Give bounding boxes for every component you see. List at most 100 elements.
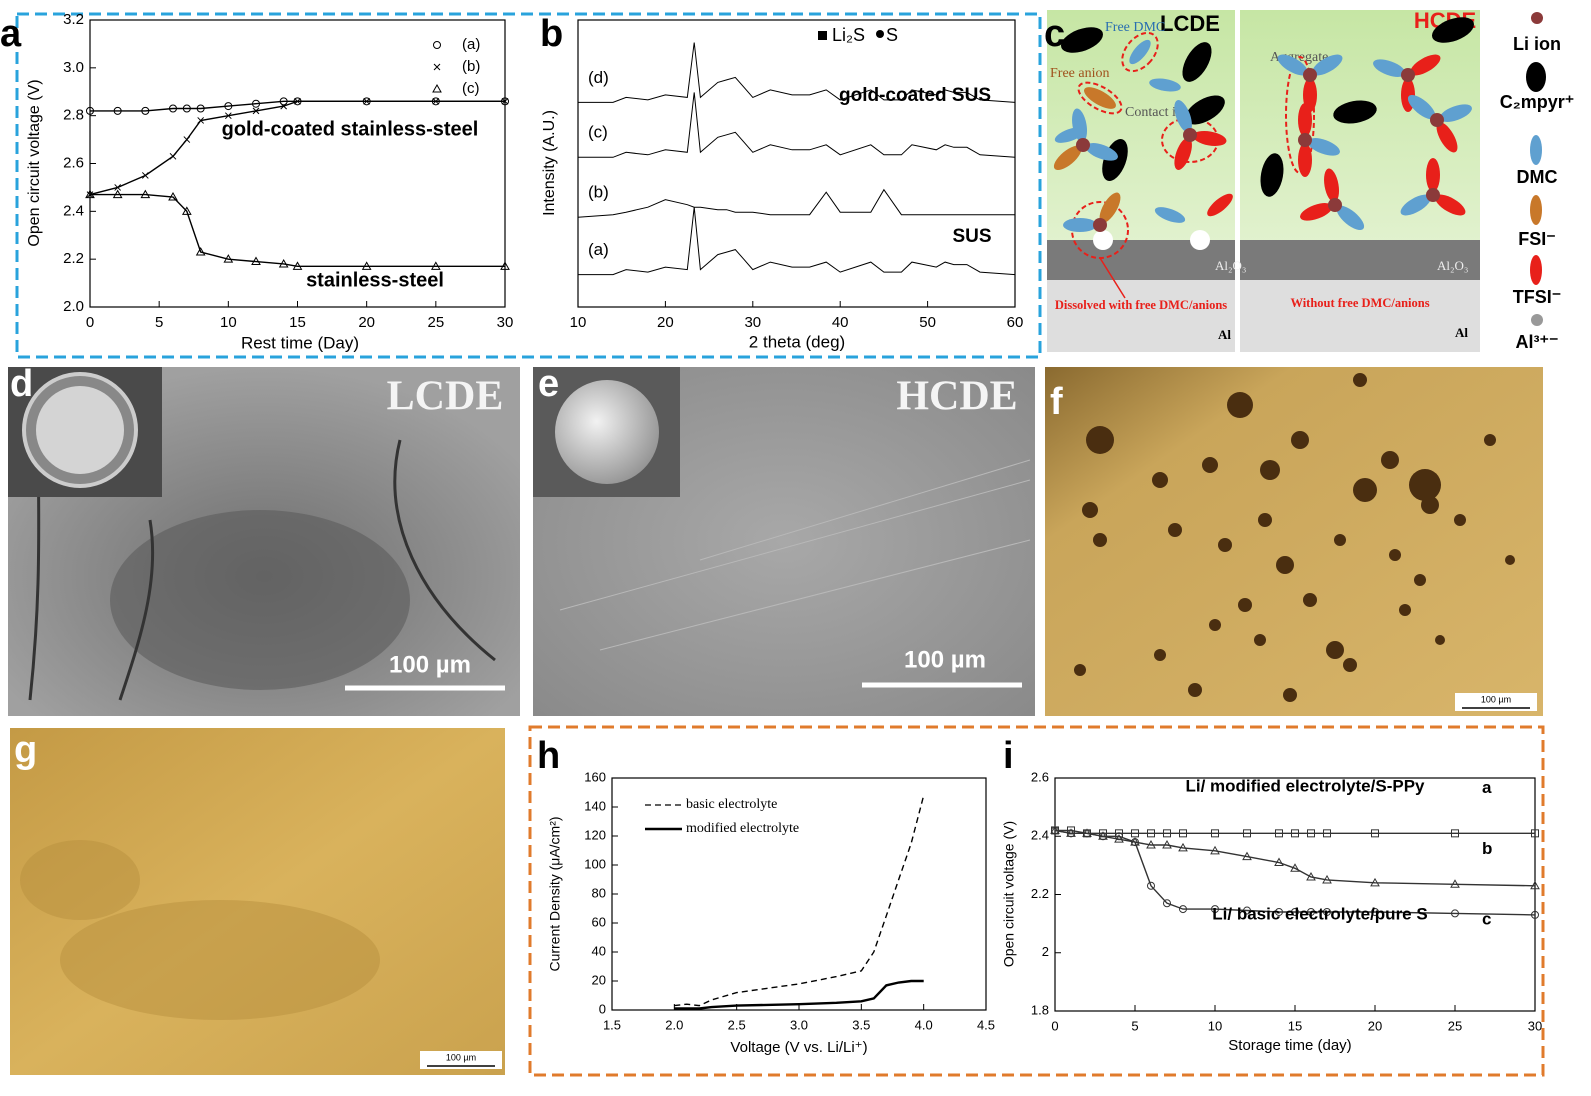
icon — [1526, 62, 1546, 92]
x-axis-label: Voltage (V vs. Li/Li⁺) — [730, 1039, 867, 1056]
phase-label: Li₂S — [832, 25, 865, 45]
marker — [252, 107, 260, 115]
y-tick-label: 2.2 — [63, 250, 84, 267]
pit — [1381, 451, 1399, 469]
pit — [1399, 604, 1411, 616]
marker — [1178, 842, 1188, 852]
panel-label: c — [1044, 13, 1065, 55]
series-label: (a) — [588, 240, 609, 259]
molecule — [1085, 143, 1118, 161]
legend-label: Al³⁺⁻ — [1516, 332, 1559, 352]
pit — [1154, 649, 1166, 661]
pit — [1326, 641, 1344, 659]
x-tick-label: 25 — [427, 314, 444, 331]
pit — [1254, 634, 1266, 646]
y-tick-label: 40 — [592, 943, 606, 958]
molecule — [1072, 108, 1088, 143]
pit — [1190, 230, 1210, 250]
x-tick-label: 30 — [1528, 1018, 1542, 1033]
plot-frame — [577, 19, 1016, 308]
y-tick-label: 80 — [592, 885, 606, 900]
cation — [1333, 100, 1377, 124]
marker — [432, 97, 440, 105]
plot-frame — [611, 777, 987, 1011]
series-line — [578, 92, 1016, 158]
li-ion — [1303, 68, 1317, 82]
scale-box — [420, 1051, 502, 1069]
phase-symbol — [876, 30, 884, 38]
li-ion — [1076, 138, 1090, 152]
pit — [1074, 664, 1086, 676]
marker — [1146, 839, 1156, 849]
marker — [1371, 907, 1379, 916]
marker — [224, 112, 232, 120]
marker — [1131, 829, 1139, 838]
marker — [1099, 832, 1107, 841]
molecule — [1324, 168, 1340, 203]
marker — [1163, 829, 1171, 838]
li-ion — [1328, 198, 1342, 212]
marker — [294, 97, 301, 105]
pit — [1421, 496, 1439, 514]
molecule — [1099, 192, 1121, 223]
molecule — [1174, 100, 1192, 133]
pit — [1409, 469, 1441, 501]
y-tick-label: 100 — [584, 856, 606, 871]
molecule — [1298, 143, 1312, 177]
marker — [1451, 829, 1459, 838]
molecule — [1154, 207, 1186, 223]
texture — [110, 510, 410, 690]
marker — [1291, 829, 1299, 838]
marker — [181, 206, 192, 215]
x-tick-label: 30 — [744, 314, 761, 331]
micrograph — [1045, 367, 1543, 716]
pit — [1353, 478, 1377, 502]
annotation: gold-coated SUS — [839, 85, 991, 106]
x-tick-label: 0 — [86, 314, 94, 331]
marker — [169, 152, 177, 160]
x-tick-label: 20 — [358, 314, 375, 331]
marker — [1275, 907, 1283, 916]
x-tick-label: 1.5 — [603, 1017, 621, 1032]
marker — [1147, 881, 1155, 890]
molecule — [1129, 39, 1151, 65]
y-tick-label: 2.6 — [63, 154, 84, 171]
marker — [1371, 829, 1379, 838]
annotation: SUS — [952, 226, 991, 247]
molecule — [1439, 104, 1472, 122]
panel-label: h — [537, 735, 560, 777]
marker — [1323, 907, 1331, 916]
phase-label: S — [886, 25, 898, 45]
y-tick-label: 140 — [584, 798, 606, 813]
x-tick-label: 4.0 — [915, 1017, 933, 1032]
marker — [1274, 857, 1284, 866]
x-tick-label: 2.5 — [728, 1017, 746, 1032]
x-tick-label: 60 — [1007, 314, 1024, 331]
title: HCDE — [896, 374, 1017, 420]
molecule — [1336, 205, 1365, 231]
annotation: Li/ basic electrolyte/pure S — [1212, 904, 1427, 923]
molecule — [1053, 145, 1082, 171]
marker — [1211, 829, 1219, 838]
panel-label: b — [540, 13, 563, 55]
marker — [363, 97, 371, 105]
pit — [1260, 460, 1280, 480]
marker — [86, 106, 94, 115]
marker — [1275, 829, 1283, 838]
note: Without free DMC/anions — [1290, 296, 1429, 310]
molecule — [1426, 158, 1440, 192]
pit — [1218, 538, 1232, 552]
panel-label: i — [1003, 735, 1014, 777]
series-label: b — [1482, 839, 1492, 858]
marker — [1530, 880, 1540, 890]
y-tick-label: 20 — [592, 972, 606, 987]
icon — [1530, 195, 1542, 225]
y-tick-label: 3.0 — [63, 59, 84, 76]
series-label: (d) — [588, 68, 609, 87]
pit — [1505, 555, 1515, 565]
marker — [169, 104, 177, 113]
panel-label: g — [14, 729, 37, 771]
marker — [1179, 829, 1187, 838]
annotation: gold-coated stainless-steel — [222, 118, 479, 140]
series-label: (c) — [588, 123, 608, 142]
